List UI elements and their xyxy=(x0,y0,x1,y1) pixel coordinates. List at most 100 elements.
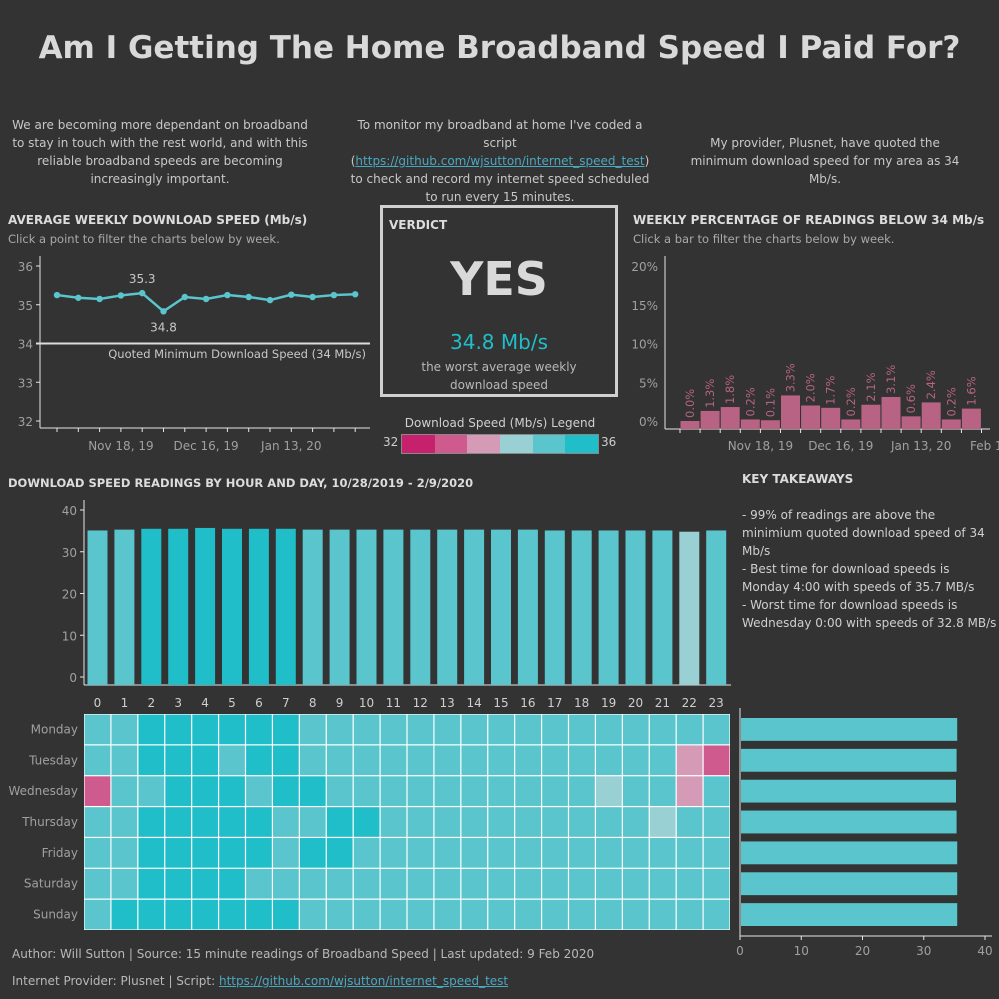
heatmap-cell[interactable] xyxy=(165,807,192,837)
heatmap-cell[interactable] xyxy=(622,868,649,899)
week-bar[interactable] xyxy=(881,396,901,429)
heatmap-cell[interactable] xyxy=(219,714,245,745)
heatmap-cell[interactable] xyxy=(703,745,730,776)
week-point[interactable] xyxy=(181,293,188,301)
heatmap-cell[interactable] xyxy=(596,838,622,868)
week-bar[interactable] xyxy=(781,395,800,429)
heatmap-cell[interactable] xyxy=(326,868,353,899)
heatmap-cell[interactable] xyxy=(649,899,676,930)
week-point[interactable] xyxy=(160,308,167,315)
heatmap-cell[interactable] xyxy=(299,868,326,899)
heatmap-cell[interactable] xyxy=(434,807,461,837)
heatmap-cell[interactable] xyxy=(703,714,730,745)
heatmap-cell[interactable] xyxy=(84,714,111,745)
heatmap-cell[interactable] xyxy=(353,714,380,745)
heatmap-cell[interactable] xyxy=(84,807,111,837)
hour-bar[interactable] xyxy=(652,530,673,685)
heatmap-cell[interactable] xyxy=(353,776,380,806)
heatmap-cell[interactable] xyxy=(569,776,595,806)
week-bar[interactable] xyxy=(801,405,821,430)
heatmap-cell[interactable] xyxy=(111,868,138,899)
heatmap-cell[interactable] xyxy=(542,714,568,745)
heatmap-cell[interactable] xyxy=(622,807,649,837)
heatmap-cell[interactable] xyxy=(326,838,353,868)
heatmap-cell[interactable] xyxy=(569,807,595,837)
hour-bar[interactable] xyxy=(275,528,296,685)
heatmap-cell[interactable] xyxy=(219,838,245,868)
heatmap-cell[interactable] xyxy=(434,838,461,868)
heatmap-cell[interactable] xyxy=(299,776,326,806)
heatmap-cell[interactable] xyxy=(84,868,111,899)
heatmap-cell[interactable] xyxy=(273,776,299,806)
week-bar[interactable] xyxy=(740,419,760,429)
heatmap-cell[interactable] xyxy=(649,838,676,868)
heatmap-cell[interactable] xyxy=(461,745,488,776)
heatmap-cell[interactable] xyxy=(380,868,407,899)
heatmap-cell[interactable] xyxy=(299,838,326,868)
heatmap-cell[interactable] xyxy=(488,745,515,776)
week-point[interactable] xyxy=(245,293,252,301)
week-bar[interactable] xyxy=(861,404,881,429)
heatmap-cell[interactable] xyxy=(596,776,622,806)
heatmap-cell[interactable] xyxy=(380,714,407,745)
heatmap-cell[interactable] xyxy=(353,807,380,837)
heatmap-cell[interactable] xyxy=(111,838,138,868)
hour-bar[interactable] xyxy=(517,529,538,685)
heatmap-cell[interactable] xyxy=(326,807,353,837)
week-point[interactable] xyxy=(288,291,295,298)
heatmap-cell[interactable] xyxy=(542,776,568,806)
heatmap-cell[interactable] xyxy=(434,899,461,930)
heatmap-cell[interactable] xyxy=(515,776,541,806)
heatmap-cell[interactable] xyxy=(461,838,488,868)
heatmap-cell[interactable] xyxy=(515,899,541,930)
week-bar[interactable] xyxy=(760,420,780,429)
heatmap-cell[interactable] xyxy=(488,838,515,868)
hour-bar[interactable] xyxy=(329,529,350,685)
hour-bar[interactable] xyxy=(222,528,242,685)
heatmap-cell[interactable] xyxy=(273,868,299,899)
heatmap-cell[interactable] xyxy=(676,745,703,776)
hour-bar[interactable] xyxy=(679,531,700,685)
heatmap-cell[interactable] xyxy=(326,714,353,745)
heatmap-cell[interactable] xyxy=(353,838,380,868)
week-bar[interactable] xyxy=(821,407,841,429)
hour-bar[interactable] xyxy=(114,529,135,685)
heatmap-cell[interactable] xyxy=(542,807,568,837)
heatmap-cell[interactable] xyxy=(649,776,676,806)
heatmap-cell[interactable] xyxy=(138,776,165,806)
heatmap-cell[interactable] xyxy=(353,745,380,776)
week-bar[interactable] xyxy=(941,419,961,429)
hour-bar[interactable] xyxy=(87,530,108,685)
week-point[interactable] xyxy=(117,292,125,299)
heatmap-cell[interactable] xyxy=(703,868,730,899)
heatmap-cell[interactable] xyxy=(407,745,434,776)
week-bar[interactable] xyxy=(901,416,921,429)
heatmap-cell[interactable] xyxy=(515,868,541,899)
heatmap-cell[interactable] xyxy=(676,714,703,745)
week-bar[interactable] xyxy=(700,410,720,429)
heatmap-cell[interactable] xyxy=(165,899,192,930)
heatmap-cell[interactable] xyxy=(84,745,111,776)
day-bar[interactable] xyxy=(741,810,957,834)
heatmap-cell[interactable] xyxy=(299,807,326,837)
week-point[interactable] xyxy=(202,295,210,303)
heatmap-cell[interactable] xyxy=(246,899,272,930)
heatmap-cell[interactable] xyxy=(488,776,515,806)
hour-bar[interactable] xyxy=(464,529,485,685)
hour-bar[interactable] xyxy=(302,529,323,685)
heatmap-cell[interactable] xyxy=(622,899,649,930)
heatmap-cell[interactable] xyxy=(461,899,488,930)
heatmap-cell[interactable] xyxy=(434,714,461,745)
week-bar[interactable] xyxy=(921,402,941,429)
heatmap-cell[interactable] xyxy=(649,868,676,899)
week-point[interactable] xyxy=(266,296,274,304)
day-bar[interactable] xyxy=(741,748,957,772)
week-point[interactable] xyxy=(330,291,338,299)
day-bar[interactable] xyxy=(741,779,956,803)
heatmap-cell[interactable] xyxy=(246,807,272,837)
heatmap-cell[interactable] xyxy=(246,714,272,745)
week-point[interactable] xyxy=(352,291,359,298)
hour-bar[interactable] xyxy=(544,530,565,685)
hour-bar[interactable] xyxy=(195,527,216,685)
heatmap-cell[interactable] xyxy=(407,838,434,868)
